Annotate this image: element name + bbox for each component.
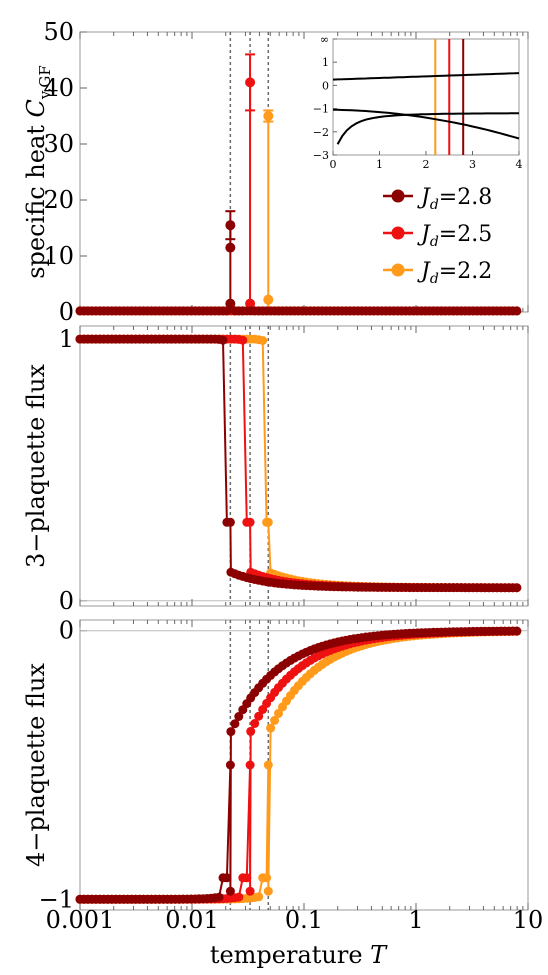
data-point	[245, 760, 255, 770]
x-tick-label: 1	[408, 906, 423, 934]
peak-point	[263, 294, 274, 305]
legend: Jd=2.8 Jd=2.5 Jd=2.2	[383, 185, 492, 287]
peak-point	[225, 220, 236, 231]
peak-point	[225, 242, 236, 253]
data-point	[222, 873, 232, 883]
inset-x-tick-label: 1	[376, 158, 383, 171]
data-point	[245, 517, 255, 527]
x-axis-tick-labels: 0.001 0.01 0.1 1 10	[46, 906, 544, 934]
y-tick-label: 30	[43, 130, 74, 158]
panel-4-plaquette-flux: −1 0 4−plaquette flux	[22, 617, 529, 913]
inset-y-tick-label: −1	[313, 103, 329, 116]
inset-x-tick-label: 3	[469, 158, 476, 171]
data-point	[258, 336, 268, 345]
x-tick-label: 10	[513, 906, 544, 934]
inset-frame	[332, 38, 520, 156]
data-point	[274, 708, 283, 718]
data-point	[218, 335, 228, 345]
y-tick-label: 40	[43, 74, 74, 102]
data-point	[254, 711, 264, 721]
x-tick-label: 0.001	[46, 906, 115, 934]
data-point	[263, 517, 273, 527]
data-point	[226, 727, 236, 737]
legend-label: Jd=2.8	[417, 185, 492, 213]
data-point	[254, 892, 264, 902]
data-point	[245, 886, 255, 896]
panel2-data	[75, 334, 522, 593]
panel2-transition-lines	[229, 326, 270, 606]
inset-curve-bottom	[336, 112, 519, 145]
peak-point	[263, 111, 274, 121]
inset-x-tick-label: 2	[423, 158, 430, 171]
inset-x-tick-label: 4	[516, 158, 523, 171]
inset-y-tick-label: ∞	[320, 33, 329, 46]
panel1-data	[75, 53, 522, 316]
inset-chart: ∞10−1−2−30 1 2 3 4	[313, 33, 523, 171]
data-point	[512, 583, 522, 593]
inset-curve-upper	[332, 72, 520, 81]
y-tick-label: 0	[59, 617, 74, 645]
y-tick-label: 50	[43, 18, 74, 46]
panel1-y-label: specific heat Cv,GF	[22, 65, 54, 279]
x-axis-label: temperature T	[210, 941, 388, 969]
inset-y-tick-label: −3	[313, 149, 329, 162]
peak-point	[225, 298, 236, 309]
data-point	[234, 892, 244, 902]
legend-label: Jd=2.5	[417, 222, 492, 250]
x-tick-label: 0.1	[285, 906, 323, 934]
y-tick-label: 10	[43, 242, 74, 270]
series-line	[80, 338, 517, 589]
data-point	[263, 886, 273, 896]
data-point	[512, 626, 522, 636]
inset-x-tick-label: 0	[330, 158, 337, 171]
data-point	[512, 306, 522, 316]
legend-label: Jd=2.2	[417, 259, 492, 287]
inset-y-tick-label: 1	[322, 56, 329, 69]
inset-curve-lower	[333, 108, 520, 140]
x-tick-label: 0.01	[165, 906, 218, 934]
legend-marker	[391, 189, 405, 203]
panel3-y-label: 4−plaquette flux	[22, 663, 50, 867]
data-point	[230, 719, 240, 729]
panel3-data	[75, 626, 522, 904]
peak-point	[245, 77, 256, 88]
data-point	[246, 726, 256, 736]
data-point	[225, 517, 235, 527]
series-line	[80, 338, 517, 589]
data-point	[242, 873, 252, 883]
y-tick-label: 0	[59, 587, 74, 615]
data-point	[238, 335, 248, 345]
data-point	[250, 719, 260, 728]
inset-content: ∞10−1−2−30 1 2 3 4	[313, 33, 523, 171]
data-point	[234, 712, 244, 721]
series-line	[80, 338, 517, 589]
inset-y-tick-label: 0	[322, 79, 329, 92]
data-point	[262, 873, 272, 883]
y-tick-label: 20	[43, 186, 74, 214]
data-point	[225, 760, 235, 770]
data-point	[263, 760, 273, 770]
data-point	[214, 892, 224, 902]
inset-y-tick-label: −2	[313, 126, 329, 139]
panel2-y-label: 3−plaquette flux	[22, 364, 50, 568]
data-point	[266, 723, 276, 733]
data-point	[225, 886, 235, 896]
panel-3-plaquette-flux: 01 3−plaquette flux	[22, 325, 529, 615]
peak-point	[245, 298, 256, 309]
data-point	[222, 306, 232, 316]
legend-marker	[391, 226, 405, 240]
y-tick-label: 0	[59, 298, 74, 326]
y-tick-label: 1	[59, 325, 74, 353]
y-tick-label: −1	[39, 885, 74, 913]
data-point	[270, 715, 280, 725]
panel2-frame	[79, 325, 529, 607]
panel2-axes: 01	[59, 325, 529, 615]
legend-marker	[391, 263, 405, 277]
